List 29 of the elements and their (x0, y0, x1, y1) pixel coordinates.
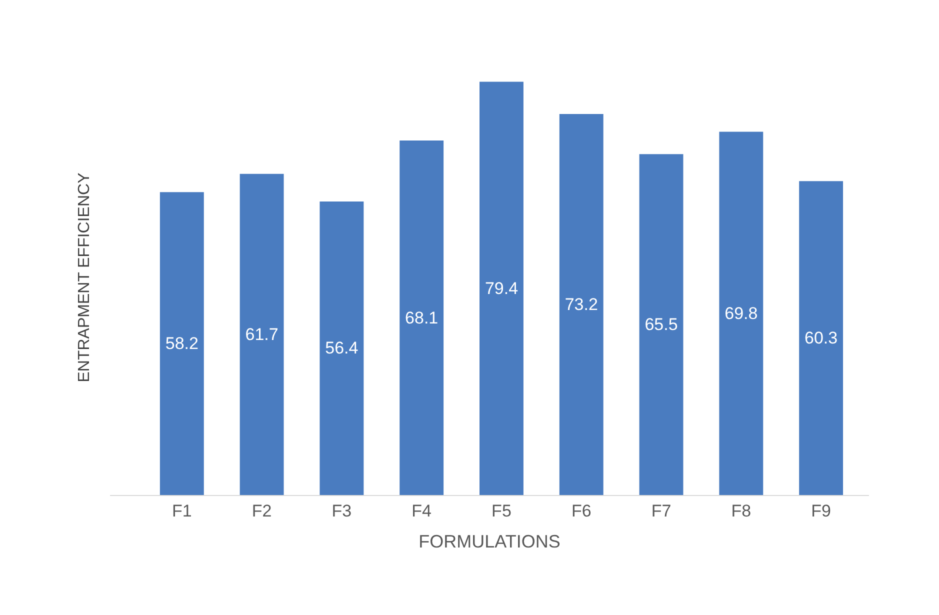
x-axis-title: FORMULATIONS (418, 532, 560, 552)
x-tick-label: F3 (332, 501, 352, 520)
bar (240, 174, 284, 495)
bar (639, 154, 684, 495)
data-label: 60.3 (804, 328, 838, 348)
x-tick-label: F9 (811, 501, 831, 520)
x-tick-label: F4 (412, 501, 432, 520)
x-tick-label: F6 (571, 501, 592, 520)
data-label: 69.8 (724, 304, 758, 323)
x-tick-label: F1 (172, 501, 192, 520)
x-tick-label: F7 (651, 501, 672, 520)
data-label: 73.2 (564, 295, 598, 314)
bar (320, 201, 364, 495)
bar (799, 181, 844, 495)
data-label: 68.1 (405, 308, 438, 328)
x-tick-label: F8 (731, 501, 752, 520)
data-label: 79.4 (484, 278, 518, 298)
x-tick-label: F2 (252, 501, 272, 520)
bar (719, 132, 764, 495)
data-label: 58.2 (165, 334, 198, 354)
data-label: 56.4 (325, 338, 358, 358)
bar (400, 140, 444, 495)
data-label: 65.5 (644, 315, 678, 334)
bar (559, 114, 604, 495)
bar (480, 82, 524, 495)
bar (160, 192, 204, 495)
x-tick-label: F5 (492, 501, 512, 520)
data-label: 61.7 (245, 324, 278, 344)
y-axis-title: ENTRAPMENT EFFICIENCY (76, 172, 93, 382)
